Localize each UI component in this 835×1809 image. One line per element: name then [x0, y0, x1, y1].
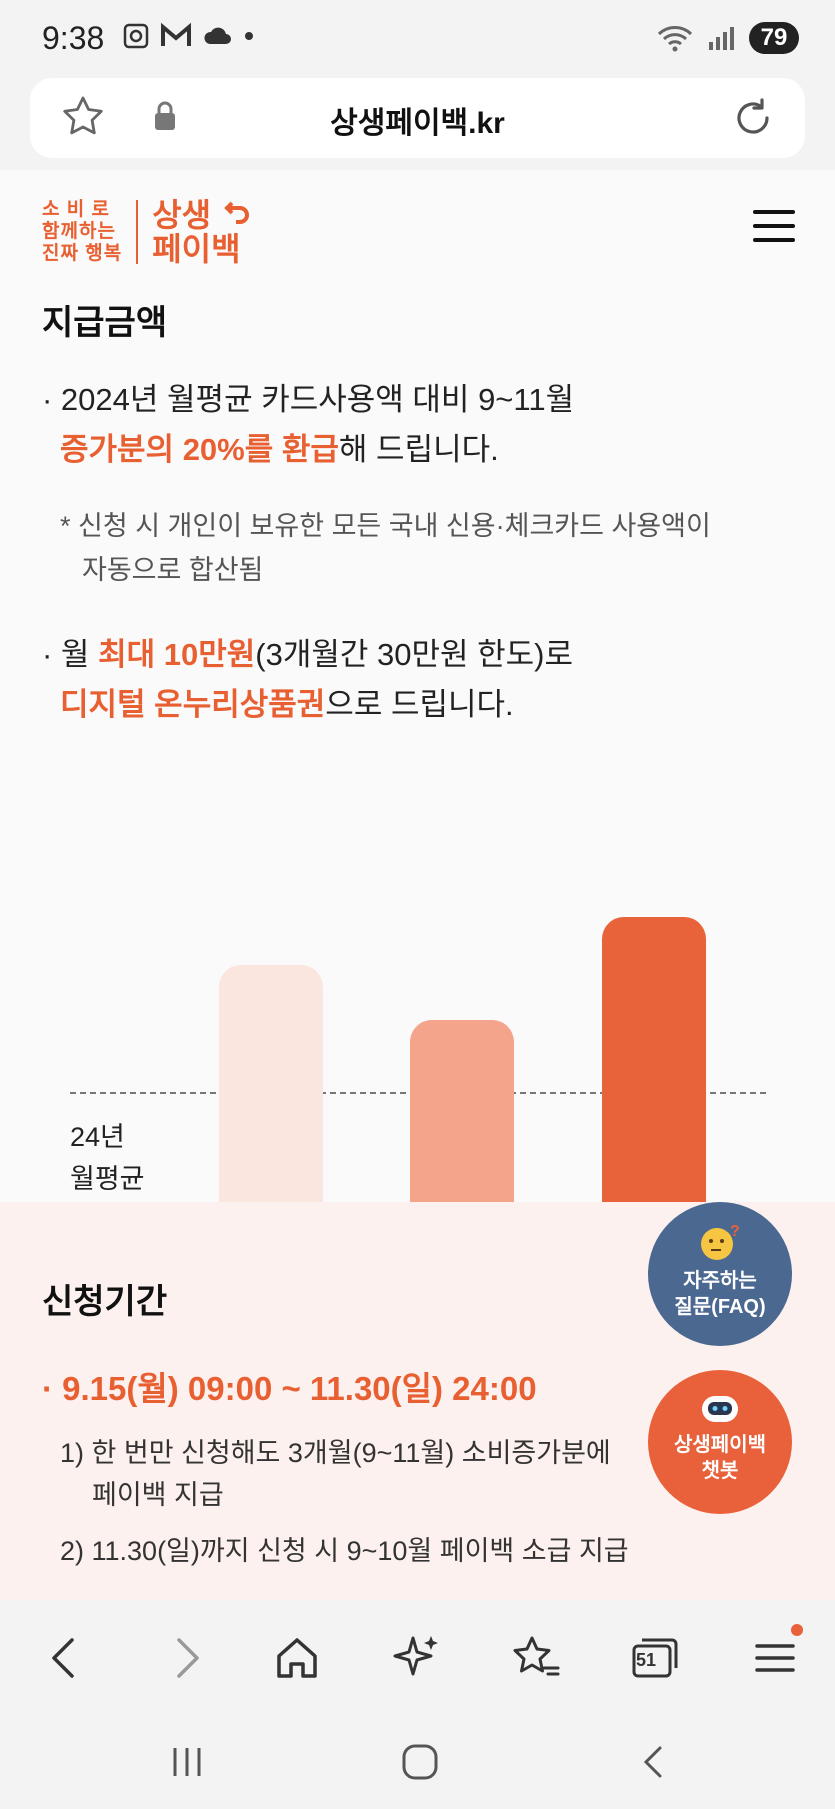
chatbot-label-line: 상생페이백 [674, 1434, 766, 1456]
logo-divider [136, 200, 139, 264]
lock-icon [155, 101, 175, 130]
notification-dot [791, 1624, 803, 1636]
thinking-face-icon: ? [701, 1223, 740, 1260]
limit-highlight: 최대 10만원 [98, 637, 256, 672]
cloud-icon [204, 27, 231, 44]
screenshot-icon [123, 23, 149, 49]
logo-slogan-line: 함께하는 [42, 221, 116, 242]
baseline-label-line: 24년 [70, 1122, 125, 1152]
logo-slogan-line: 소 비 로 [42, 199, 110, 220]
payment-line-2-rest: 해 드립니다. [338, 432, 499, 467]
limit-line-1: · 월 최대 10만원(3개월간 30만원 한도)로 [42, 630, 573, 680]
faq-button[interactable]: ? 자주하는 질문(FAQ) [648, 1202, 792, 1346]
reload-icon[interactable] [729, 94, 777, 142]
tabs-icon [632, 1638, 678, 1678]
bookmark-star-icon[interactable] [60, 94, 106, 140]
payment-highlight: 증가분의 20%를 환급 [60, 432, 339, 467]
browser-toolbar: 51 [0, 1600, 835, 1710]
period-item-1-line: 페이백 지급 [92, 1480, 224, 1510]
period-item-1: 1) 한 번만 신청해도 3개월(9~11월) 소비증가분에 페이백 지급 [60, 1432, 611, 1516]
gmail-icon [161, 22, 191, 46]
menu-line [753, 238, 795, 242]
period-item-2: 2) 11.30(일)까지 신청 시 9~10월 페이백 소급 지급 [60, 1536, 629, 1566]
payment-line-1: · 2024년 월평균 카드사용액 대비 9~11월 [42, 382, 575, 417]
payment-description: · 2024년 월평균 카드사용액 대비 9~11월 증가분의 20%를 환급해… [42, 375, 574, 475]
menu-icon [755, 1644, 795, 1672]
menu-line [753, 210, 795, 214]
sparkle-icon[interactable] [387, 1628, 447, 1688]
note-line-1: * 신청 시 개인이 보유한 모든 국내 신용·체크카드 사용액이 [60, 511, 711, 541]
system-back-icon[interactable] [632, 1740, 676, 1784]
menu-line [753, 224, 795, 228]
baseline-label-line: 월평균 [70, 1164, 145, 1194]
wifi-icon [657, 26, 693, 52]
faq-label-line: 질문(FAQ) [674, 1296, 766, 1318]
url-text[interactable]: 상생페이백.kr [330, 107, 505, 140]
chatbot-button[interactable]: 상생페이백 챗봇 [648, 1370, 792, 1514]
site-logo[interactable]: 소 비 로 함께하는 진짜 행복 상생 페이백 [42, 197, 250, 267]
url-bar[interactable]: 상생페이백.kr [30, 78, 805, 158]
payment-note: * 신청 시 개인이 보유한 모든 국내 신용·체크카드 사용액이 자동으로 합… [60, 504, 711, 592]
chatbot-label-line: 챗봇 [701, 1460, 739, 1482]
period-item-1-line: 1) 한 번만 신청해도 3개월(9~11월) 소비증가분에 [60, 1438, 611, 1468]
back-icon[interactable] [36, 1628, 96, 1688]
return-arrow-icon [224, 201, 250, 224]
period-section-title: 신청기간 [42, 1283, 168, 1321]
recent-apps-icon[interactable] [165, 1740, 209, 1784]
site-header: 소 비 로 함께하는 진짜 행복 상생 페이백 [0, 170, 835, 280]
payment-line-2: 증가분의 20%를 환급해 드립니다. [42, 425, 574, 475]
system-home-icon[interactable] [398, 1740, 442, 1784]
payment-section-title: 지급금액 [42, 304, 168, 342]
tabs-button[interactable]: 51 [626, 1628, 686, 1688]
limit-suffix: (3개월간 30만원 한도)로 [255, 637, 574, 672]
status-time: 9:38 [42, 20, 105, 56]
note-line-2: 자동으로 합산됨 [82, 555, 264, 585]
forward-icon[interactable] [155, 1628, 215, 1688]
bookmarks-icon[interactable] [506, 1628, 566, 1688]
tab-count: 51 [636, 1650, 657, 1670]
limit-prefix: · 월 [42, 637, 99, 672]
svg-text:?: ? [730, 1223, 740, 1240]
voucher-highlight: 디지털 온누리상품권 [60, 687, 326, 722]
home-icon[interactable] [267, 1628, 327, 1688]
system-navigation-bar [0, 1710, 835, 1809]
logo-wordmark-line: 상생 [152, 197, 212, 233]
robot-icon [702, 1396, 738, 1422]
logo-wordmark-line: 페이백 [152, 231, 241, 267]
notification-icons [122, 22, 256, 50]
chart-bar [219, 964, 323, 1242]
baseline-label: 24년 월평균 [70, 1116, 145, 1200]
faq-label-line: 자주하는 [683, 1270, 757, 1292]
limit-line-2-rest: 으로 드립니다. [325, 687, 514, 722]
system-icons: 79 [657, 22, 799, 54]
period-date-range: · 9.15(월) 09:00 ~ 11.30(일) 24:00 [42, 1370, 537, 1407]
payment-limit-description: · 월 최대 10만원(3개월간 30만원 한도)로 디지털 온누리상품권으로 … [42, 630, 573, 730]
dot-icon [245, 32, 253, 40]
logo-wordmark: 상생 페이백 [152, 197, 250, 267]
chart-bar [602, 916, 706, 1242]
battery-indicator: 79 [749, 22, 799, 54]
logo-slogan-line: 진짜 행복 [42, 243, 123, 264]
browser-menu-button[interactable] [745, 1624, 805, 1688]
limit-line-2: 디지털 온누리상품권으로 드립니다. [42, 680, 573, 730]
menu-button[interactable] [753, 210, 795, 244]
signal-icon [709, 27, 734, 50]
logo-slogan: 소 비 로 함께하는 진짜 행복 [42, 199, 122, 265]
status-bar: 9:38 79 [0, 0, 835, 78]
